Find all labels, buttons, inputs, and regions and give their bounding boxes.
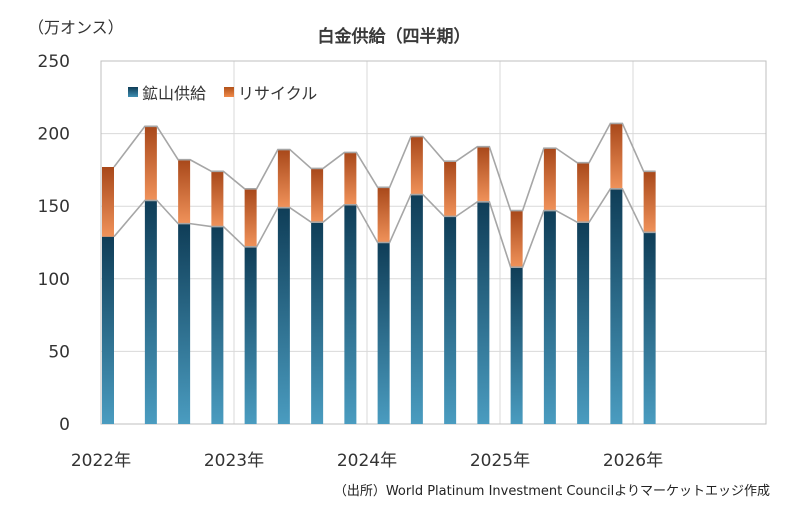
bar-recycling (610, 123, 623, 189)
source-note: （出所）World Platinum Investment Councilよりマ… (333, 484, 770, 499)
bar-recycling (444, 161, 457, 217)
bar-mine-supply (610, 188, 623, 424)
y-tick-label: 250 (38, 52, 70, 72)
x-tick-label: 2026年 (603, 451, 663, 471)
bar-mine-supply (444, 216, 457, 424)
bars (102, 123, 656, 424)
bar-mine-supply (410, 194, 423, 424)
bar-recycling (102, 166, 114, 237)
bar-mine-supply (311, 222, 324, 424)
x-tick-label: 2022年 (71, 451, 131, 471)
bar-mine-supply (510, 267, 523, 424)
legend-item-recycle: リサイクル (224, 80, 317, 104)
x-tick-label: 2023年 (204, 451, 264, 471)
chart-title: 白金供給（四半期） (317, 27, 471, 47)
bar-recycling (277, 149, 290, 208)
y-tick-label: 50 (48, 342, 70, 362)
y-tick-label: 0 (59, 415, 70, 435)
bar-mine-supply (144, 200, 157, 424)
y-tick-label: 200 (38, 125, 70, 145)
bar-recycling (410, 136, 423, 195)
plot-frame (100, 60, 767, 425)
bar-recycling (211, 171, 224, 227)
bar-recycling (144, 126, 157, 201)
y-axis-ticks: 0 50 100 150 200 250 (38, 52, 70, 435)
bar-recycling (311, 168, 324, 223)
bar-recycling (510, 210, 523, 268)
grid-lines (100, 60, 767, 425)
x-axis-ticks: 2022年 2023年 2024年 2025年 2026年 (71, 451, 663, 471)
legend-label-mine: 鉱山供給 (142, 84, 207, 103)
y-tick-label: 100 (38, 270, 70, 290)
legend: 鉱山供給 リサイクル (128, 80, 317, 104)
bar-mine-supply (277, 207, 290, 424)
bar-mine-supply (344, 204, 357, 424)
bar-recycling (377, 187, 390, 243)
bar-recycling (543, 148, 556, 211)
bar-mine-supply (244, 246, 257, 424)
y-axis-unit-label: （万オンス） (28, 18, 124, 37)
bar-recycling (577, 162, 590, 223)
bar-mine-supply (643, 232, 656, 424)
connector-lines (113, 122, 656, 268)
bar-recycling (643, 171, 656, 233)
bar-mine-supply (477, 201, 490, 424)
bar-recycling (344, 152, 357, 205)
bar-mine-supply (178, 223, 191, 424)
bar-recycling (244, 188, 257, 247)
bar-recycling (178, 159, 191, 224)
x-tick-label: 2025年 (470, 451, 530, 471)
series-line-total (113, 122, 656, 212)
bar-mine-supply (577, 222, 590, 424)
bar-mine-supply (102, 236, 114, 424)
bar-recycling (477, 146, 490, 202)
bar-mine-supply (543, 210, 556, 424)
legend-swatch-recycle (224, 87, 235, 97)
bar-mine-supply (377, 242, 390, 424)
series-line-mine (113, 187, 656, 268)
legend-item-mine: 鉱山供給 (128, 80, 206, 104)
legend-swatch-mine (128, 87, 138, 97)
legend-label-recycle: リサイクル (238, 84, 318, 103)
bar-mine-supply (211, 226, 224, 424)
x-tick-label: 2024年 (337, 451, 397, 471)
y-tick-label: 150 (38, 197, 70, 217)
